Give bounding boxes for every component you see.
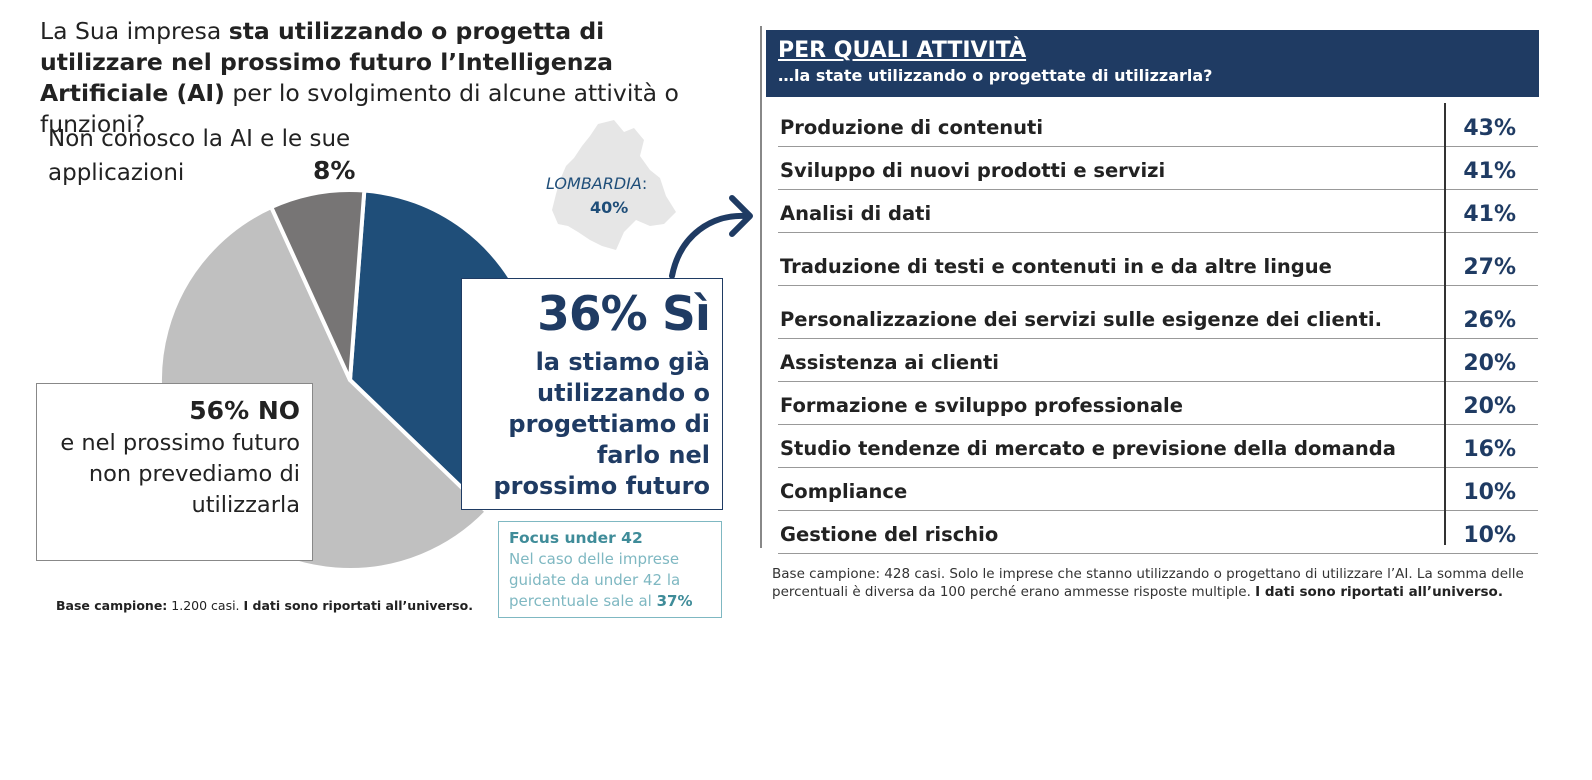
activity-percentage: 20% bbox=[1463, 394, 1516, 419]
activity-label: Sviluppo di nuovi prodotti e servizi bbox=[780, 159, 1166, 182]
activity-percentage: 10% bbox=[1463, 480, 1516, 505]
activity-label: Assistenza ai clienti bbox=[780, 351, 999, 374]
activity-percentage: 43% bbox=[1463, 116, 1516, 141]
activity-percentage: 20% bbox=[1463, 351, 1516, 376]
activity-label: Produzione di contenuti bbox=[780, 116, 1044, 139]
question-title: La Sua impresa sta utilizzando o progett… bbox=[40, 16, 730, 140]
table-column-divider bbox=[1444, 103, 1446, 545]
table-row: Gestione del rischio 10% bbox=[778, 511, 1538, 554]
activity-percentage: 26% bbox=[1463, 308, 1516, 333]
activity-percentage: 41% bbox=[1463, 159, 1516, 184]
lombardia-name: LOMBARDIA bbox=[546, 174, 642, 193]
activity-label: Analisi di dati bbox=[780, 202, 932, 225]
label-non-conosco: Non conosco la AI e le sue applicazioni bbox=[48, 126, 351, 186]
base-note-right: Base campione: 428 casi. Solo le imprese… bbox=[772, 565, 1572, 601]
activity-label: Traduzione di testi e contenuti in e da … bbox=[780, 255, 1332, 278]
activity-percentage: 27% bbox=[1463, 255, 1516, 280]
question-text-bold: sta utilizzando o progetta di utilizzare… bbox=[40, 17, 614, 107]
activity-percentage: 10% bbox=[1463, 523, 1516, 548]
question-text-1: La Sua impresa bbox=[40, 17, 229, 45]
note-left-bold1: Base campione: bbox=[56, 598, 168, 613]
arrow-curve bbox=[669, 212, 749, 279]
note-left-text: 1.200 casi. bbox=[167, 598, 244, 613]
activity-label: Personalizzazione dei servizi sulle esig… bbox=[780, 308, 1382, 331]
activities-table: Produzione di contenuti 43% Sviluppo di nu… bbox=[778, 104, 1538, 554]
note-right-bold: I dati sono riportati all’universo. bbox=[1255, 584, 1503, 600]
arrow-head-icon bbox=[729, 195, 753, 237]
yes-percentage: 36% Sì bbox=[537, 287, 711, 342]
table-row: Traduzione di testi e contenuti in e da … bbox=[778, 233, 1538, 286]
lombardia-label: LOMBARDIA: 40% bbox=[546, 172, 676, 220]
activities-subtitle: …la state utilizzando o progettate di ut… bbox=[778, 66, 1213, 85]
label-non-conosco-value: 8% bbox=[313, 156, 356, 185]
activity-percentage: 41% bbox=[1463, 202, 1516, 227]
no-percentage: 56% NO bbox=[189, 396, 300, 425]
question-text-2: per lo svolgimento di alcune attività o … bbox=[40, 79, 679, 138]
activity-percentage: 16% bbox=[1463, 437, 1516, 462]
yes-description: la stiamo già utilizzando o progettiamo … bbox=[493, 348, 710, 500]
note-right-text: Base campione: 428 casi. Solo le imprese… bbox=[772, 566, 1524, 600]
lombardia-colon: : bbox=[641, 174, 648, 193]
table-row: Formazione e sviluppo professionale 20% bbox=[778, 382, 1538, 425]
lombardia-map-shape bbox=[552, 120, 676, 250]
focus-title: Focus under 42 bbox=[509, 529, 643, 547]
note-left-bold2: I dati sono riportati all’universo. bbox=[243, 598, 473, 613]
activities-header: PER QUALI ATTIVITÀ …la state utilizzando… bbox=[766, 30, 1539, 97]
no-callout: 56% NO e nel prossimo futuro non prevedi… bbox=[36, 383, 313, 561]
activity-label: Formazione e sviluppo professionale bbox=[780, 394, 1183, 417]
table-row: Studio tendenze di mercato e previsione … bbox=[778, 425, 1538, 468]
table-row: Personalizzazione dei servizi sulle esig… bbox=[778, 286, 1538, 339]
vertical-divider bbox=[760, 26, 762, 548]
focus-under-42-box: Focus under 42 Nel caso delle imprese gu… bbox=[498, 521, 722, 618]
activity-label: Studio tendenze di mercato e previsione … bbox=[780, 437, 1396, 460]
yes-callout: 36% Sì la stiamo già utilizzando o proge… bbox=[461, 278, 723, 510]
activity-label: Gestione del rischio bbox=[780, 523, 999, 546]
table-row: Compliance 10% bbox=[778, 468, 1538, 511]
table-row: Analisi di dati 41% bbox=[778, 190, 1538, 233]
activity-label: Compliance bbox=[780, 480, 908, 503]
table-row: Sviluppo di nuovi prodotti e servizi 41% bbox=[778, 147, 1538, 190]
no-description: e nel prossimo futuro non prevediamo di … bbox=[60, 430, 300, 518]
pie-slice-non-conosco bbox=[269, 188, 367, 382]
focus-value: 37% bbox=[656, 592, 693, 610]
lombardia-value: 40% bbox=[590, 198, 629, 217]
focus-text: Nel caso delle imprese guidate da under … bbox=[509, 550, 681, 610]
activities-title: PER QUALI ATTIVITÀ bbox=[778, 38, 1027, 63]
table-row: Assistenza ai clienti 20% bbox=[778, 339, 1538, 382]
table-row: Produzione di contenuti 43% bbox=[778, 104, 1538, 147]
base-note-left: Base campione: 1.200 casi. I dati sono r… bbox=[56, 598, 473, 613]
